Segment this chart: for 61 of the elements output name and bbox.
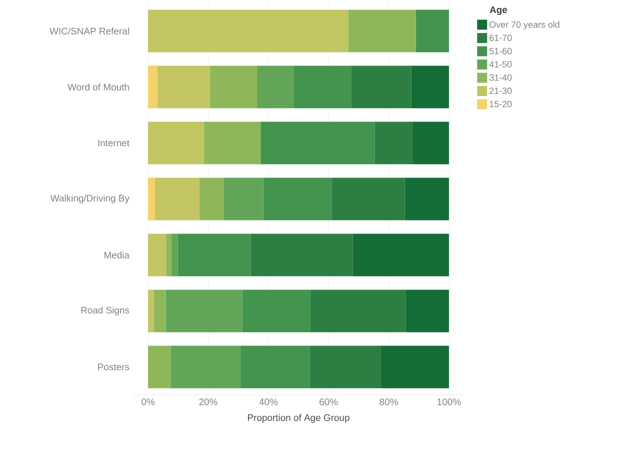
legend-label: 41-50	[489, 61, 512, 68]
bar	[263, 178, 332, 220]
bar	[416, 10, 449, 52]
bar	[374, 122, 413, 164]
legend-label: 15-20	[490, 100, 512, 108]
legend-label: Over 70 years old	[490, 21, 560, 30]
y-tick-label: Walking/Driving By	[50, 194, 130, 204]
x-tick-label: 40%	[259, 398, 278, 406]
bar	[242, 290, 311, 332]
y-tick-label: Road Signs	[81, 306, 130, 316]
y-tick-label: Internet	[98, 140, 130, 146]
bar	[260, 122, 375, 164]
bar	[148, 66, 158, 108]
bar	[210, 66, 257, 108]
bar	[178, 234, 251, 276]
bar	[148, 290, 154, 332]
bar	[256, 66, 294, 108]
x-tick-label: 100%	[438, 398, 461, 406]
bar	[406, 290, 449, 332]
bar	[172, 234, 178, 276]
bar	[404, 178, 449, 220]
y-tick-label: Media	[104, 252, 130, 258]
bar	[148, 10, 348, 52]
bar	[348, 10, 416, 52]
bar	[154, 290, 166, 332]
bar	[170, 346, 240, 388]
bar	[157, 66, 210, 108]
bar	[250, 234, 353, 276]
x-tick-label: 20%	[199, 398, 218, 406]
legend-label: 21-30	[490, 88, 512, 94]
y-tick-label: Word of Mouth	[68, 84, 129, 90]
bar	[154, 178, 200, 220]
legend-label: 51-60	[489, 48, 512, 54]
x-tick-label: 0%	[142, 398, 155, 406]
x-tick-label: 80%	[380, 398, 398, 406]
bar	[148, 178, 155, 220]
bar	[412, 122, 449, 164]
bar	[294, 66, 352, 108]
bar	[310, 290, 406, 332]
y-tick-label: WIC/SNAP Referal	[50, 28, 129, 34]
bar	[148, 234, 166, 276]
bar	[240, 346, 310, 388]
bar	[166, 290, 242, 332]
bar	[148, 346, 171, 388]
bar	[310, 346, 381, 388]
legend-title: Age	[490, 6, 508, 16]
bar	[380, 346, 449, 388]
bar	[352, 234, 449, 276]
x-axis-title: Proportion of Age Group	[248, 414, 350, 423]
bar	[199, 178, 224, 220]
bar	[166, 234, 172, 276]
bar	[148, 122, 204, 164]
y-tick-label: Posters	[98, 364, 130, 370]
bar	[351, 66, 412, 108]
x-tick-label: 60%	[320, 398, 338, 406]
bar	[332, 178, 405, 220]
legend-label: 61-70	[490, 34, 512, 42]
bar	[204, 122, 261, 164]
bar	[411, 66, 449, 108]
bar	[223, 178, 264, 220]
legend-label: 31-40	[489, 74, 512, 81]
